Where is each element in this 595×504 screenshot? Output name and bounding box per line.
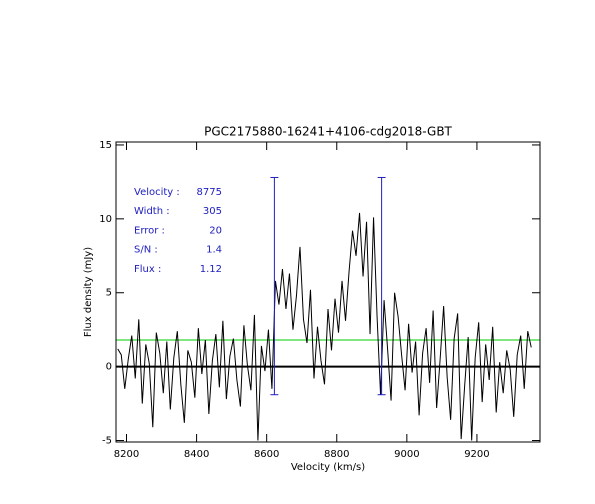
x-tick-label: 9200 xyxy=(464,449,489,460)
x-tick-label: 9000 xyxy=(394,449,419,460)
annotation-value: 8775 xyxy=(197,187,222,198)
annotation-label: Velocity : xyxy=(134,187,180,198)
annotation-value: 305 xyxy=(203,206,222,217)
x-axis-label: Velocity (km/s) xyxy=(291,462,365,473)
spectrum-line xyxy=(117,212,532,441)
x-tick-label: 8200 xyxy=(114,449,139,460)
chart-title: PGC2175880-16241+4106-cdg2018-GBT xyxy=(204,125,452,139)
x-tick-label: 8400 xyxy=(184,449,209,460)
annotation-label: S/N : xyxy=(134,245,158,256)
y-tick-label: 15 xyxy=(99,140,112,151)
y-tick-label: -5 xyxy=(102,436,112,447)
y-axis-label: Flux density (mJy) xyxy=(83,247,94,337)
annotation-value: 1.4 xyxy=(206,245,222,256)
plot-frame xyxy=(115,141,541,443)
y-tick-label: 0 xyxy=(106,362,112,373)
annotation-label: Error : xyxy=(134,225,165,236)
annotation-value: 20 xyxy=(209,225,222,236)
annotation-value: 1.12 xyxy=(200,264,222,275)
annotation-label: Width : xyxy=(134,206,170,217)
x-tick-label: 8800 xyxy=(324,449,349,460)
y-tick-label: 10 xyxy=(99,214,112,225)
annotation-label: Flux : xyxy=(134,264,161,275)
plot-area xyxy=(116,212,540,441)
x-tick-label: 8600 xyxy=(254,449,279,460)
y-tick-label: 5 xyxy=(106,288,112,299)
